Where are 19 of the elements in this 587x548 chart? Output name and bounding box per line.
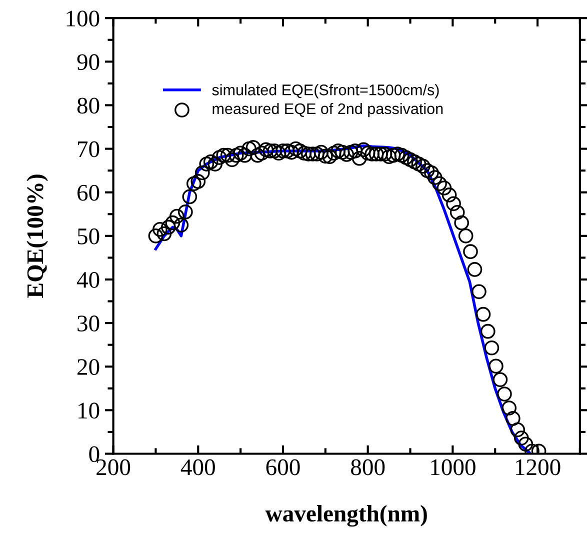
y-tick-label: 20	[78, 359, 100, 376]
x-tick-label: 400	[180, 459, 215, 476]
x-tick-label: 600	[266, 459, 300, 476]
y-tick-label: 40	[76, 272, 100, 288]
y-axis-title: EQE(100%)	[26, 174, 48, 298]
y-tick-label: 80	[77, 98, 100, 114]
y-tick-label: 60	[78, 184, 100, 201]
y-tick-label: 10	[78, 402, 100, 419]
y-tick-label: 90	[77, 54, 100, 70]
x-tick-label: 800	[351, 459, 385, 476]
y-tick-label: 30	[78, 316, 100, 332]
x-tick-label: 1000	[431, 459, 476, 476]
legend-label: simulated EQE(Sfront=1500cm/s)	[212, 84, 439, 98]
x-tick-label: 1200	[516, 459, 560, 476]
y-tick-label: 50	[78, 228, 100, 244]
legend-label: measured EQE of 2nd passivation	[212, 102, 443, 118]
x-axis-title: wavelength(nm)	[265, 505, 427, 527]
y-tick-label: 70	[78, 141, 100, 158]
y-tick-label: 100	[66, 10, 100, 27]
